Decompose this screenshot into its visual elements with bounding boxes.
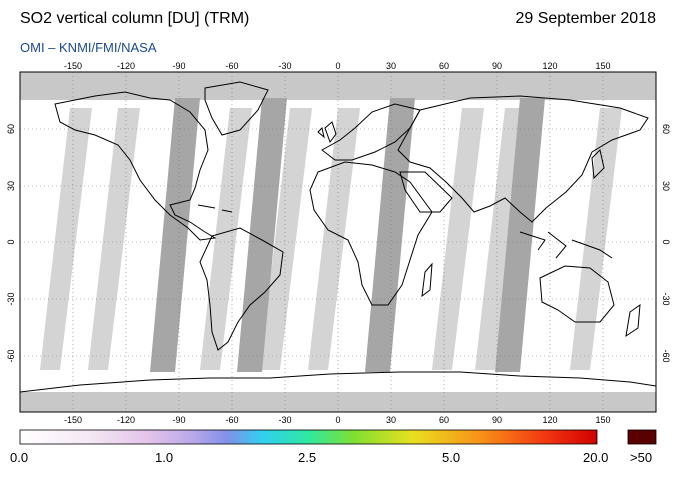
lon-label: 30 <box>386 415 396 425</box>
lon-label: -120 <box>117 415 135 425</box>
colorbar-gradient <box>19 429 598 445</box>
lon-label: 90 <box>492 61 502 71</box>
colorbar-label: 0.0 <box>10 450 29 465</box>
colorbar-label: 1.0 <box>155 450 174 465</box>
swath-gaps <box>150 98 545 372</box>
lat-label: -30 <box>661 292 671 305</box>
lon-ticks-bottom: -150 -120 -90 -60 -30 0 30 60 90 120 150 <box>64 415 611 425</box>
lon-label: 60 <box>439 415 449 425</box>
lat-label: -60 <box>6 349 16 362</box>
lat-label: 0 <box>661 239 671 244</box>
map-frame <box>19 71 657 413</box>
lat-ticks-right: 60 30 0 -30 -60 <box>661 124 671 363</box>
lon-label: 120 <box>542 415 557 425</box>
lat-label: 60 <box>6 124 16 134</box>
colorbar-label: 2.5 <box>298 450 317 465</box>
lon-label: 120 <box>542 61 557 71</box>
lon-label: 90 <box>492 415 502 425</box>
orbit-gaps <box>40 108 622 370</box>
lon-label: 0 <box>335 61 340 71</box>
lat-label: 30 <box>661 181 671 191</box>
lon-label: -120 <box>117 61 135 71</box>
lat-label: 60 <box>661 124 671 134</box>
lon-label: 0 <box>335 415 340 425</box>
map-date: 29 September 2018 <box>515 10 656 27</box>
lat-label: -30 <box>6 292 16 305</box>
colorbar-label: 20.0 <box>583 450 609 465</box>
lon-label: -30 <box>278 61 291 71</box>
lon-label: -30 <box>278 415 291 425</box>
lat-label: 30 <box>6 181 16 191</box>
lon-label: 150 <box>595 61 610 71</box>
colorbar-label: >50 <box>630 450 653 465</box>
lon-ticks-top: -150 -120 -90 -60 -30 0 30 60 90 120 150 <box>64 61 611 71</box>
lon-label: -150 <box>64 61 82 71</box>
colorbar-label: 5.0 <box>442 450 461 465</box>
lon-label: -90 <box>172 61 185 71</box>
lon-label: -60 <box>225 415 238 425</box>
map-title: SO2 vertical column [DU] (TRM) <box>20 10 250 27</box>
colorbar-over-box <box>627 429 657 445</box>
lon-label: 30 <box>386 61 396 71</box>
lon-label: 150 <box>595 415 610 425</box>
lon-label: 60 <box>439 61 449 71</box>
data-source-credit: OMI – KNMI/FMI/NASA <box>20 40 157 55</box>
lon-label: -150 <box>64 415 82 425</box>
lon-label: -90 <box>172 415 185 425</box>
coastlines <box>20 81 656 393</box>
lat-label: -60 <box>661 349 671 362</box>
lon-label: -60 <box>225 61 238 71</box>
lat-ticks-left: 60 30 0 -30 -60 <box>6 124 16 363</box>
lat-label: 0 <box>6 239 16 244</box>
